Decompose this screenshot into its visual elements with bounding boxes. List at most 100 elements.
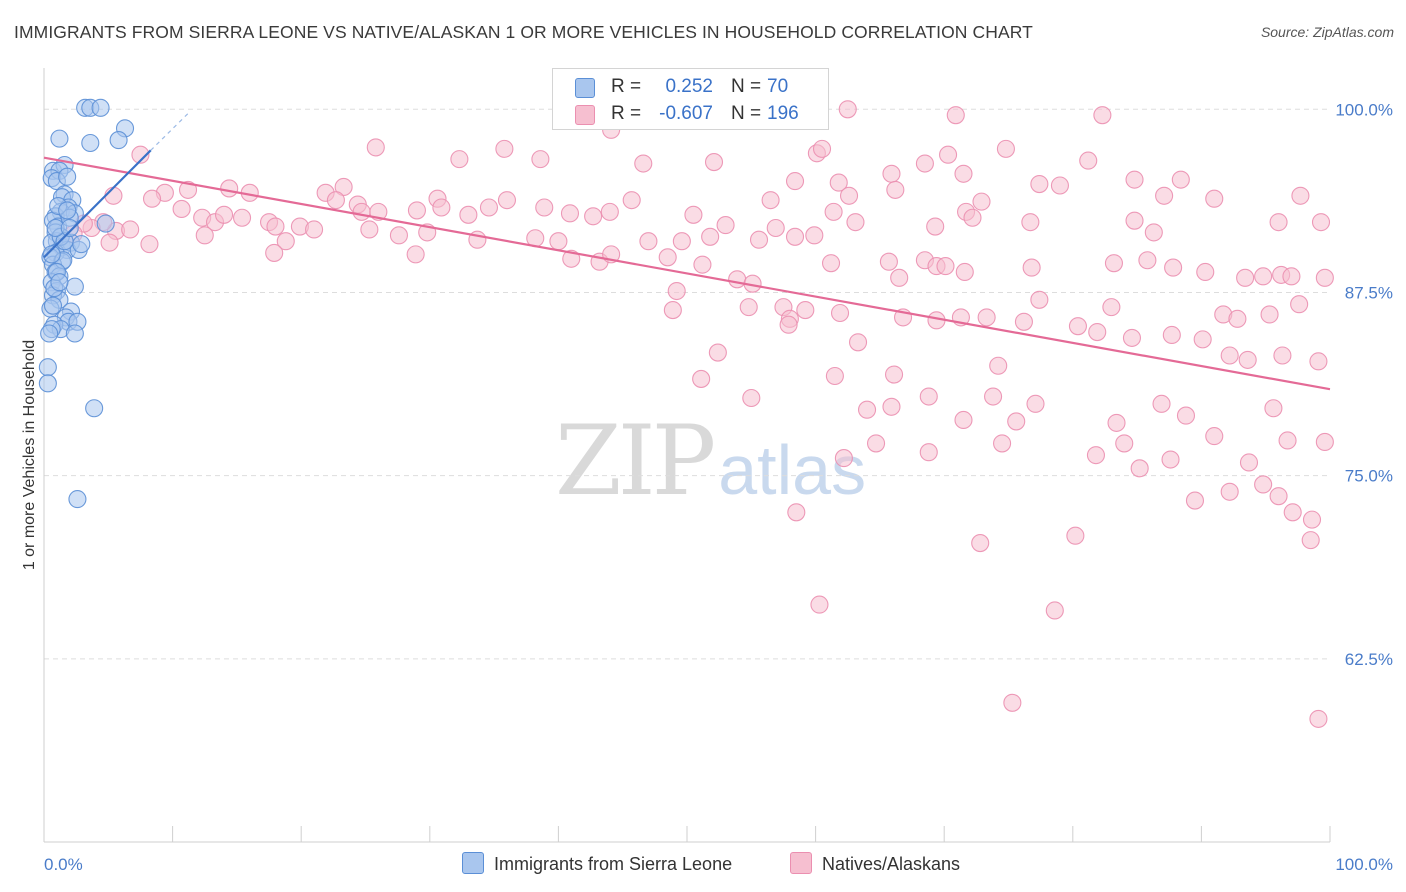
sierra-leone-point [72,235,91,254]
natives-point [866,434,886,453]
natives-point [1269,487,1288,506]
natives-point [1026,394,1045,413]
natives-point [622,191,641,210]
sierra-leone-point [65,324,84,343]
natives-point [1185,491,1205,510]
sierra-leone-point [50,273,69,292]
natives-point [497,191,517,210]
natives-point [989,356,1008,375]
natives-point [1309,352,1328,371]
natives-point [749,230,769,249]
natives-point [1066,526,1085,545]
chart-title: IMMIGRANTS FROM SIERRA LEONE VS NATIVE/A… [14,22,1033,42]
natives-point [1238,350,1257,369]
natives-point [531,150,550,169]
natives-point [140,235,159,254]
sierra-leone-point [58,167,77,186]
source-label: Source: ZipAtlas.com [1260,24,1394,40]
natives-point [389,226,408,245]
sierra-leone-point [91,98,110,117]
natives-point [1283,503,1302,522]
natives-point [360,220,379,239]
natives-point [1162,325,1181,345]
natives-point [1171,170,1190,189]
natives-point [1291,186,1310,205]
natives-point [963,208,982,227]
natives-point [1302,510,1322,529]
natives-point [495,139,514,158]
natives-point [812,139,832,158]
bottom-legend-label: Natives/Alaskans [822,854,961,874]
natives-point [667,281,686,301]
natives-point [739,298,758,317]
natives-point [838,100,857,119]
sierra-leone-point [85,399,104,418]
legend-r-value: -0.607 [659,103,713,124]
natives-point [915,154,934,173]
natives-point [787,503,806,522]
legend-r-value: 0.252 [665,76,713,97]
natives-point [1155,186,1174,205]
natives-point [779,315,798,334]
natives-point [684,205,703,224]
natives-point [100,233,119,252]
natives-point [1088,322,1107,342]
natives-point [1144,223,1163,242]
natives-point [984,387,1003,406]
sierra-leone-point [43,296,63,315]
natives-point [955,262,974,282]
sierra-leone-point [109,131,128,150]
natives-point [785,227,805,246]
natives-point [549,232,568,251]
y-tick-label: 100.0% [1335,100,1393,119]
legend-r-label: R = [611,76,642,97]
natives-point [172,199,191,219]
natives-point [121,220,140,239]
natives-point [142,189,162,208]
natives-point [830,303,850,323]
natives-point [693,255,712,274]
sierra-leone-point [60,218,79,238]
natives-point [1030,290,1049,309]
natives-point [276,232,295,251]
natives-point [1022,258,1041,277]
natives-point [996,139,1015,158]
natives-point [1236,268,1255,287]
natives-point [1290,295,1309,314]
bottom-legend-sierra-leone: Immigrants from Sierra Leone [462,852,732,875]
natives-point [692,369,711,388]
natives-point [825,366,844,386]
natives-point [584,207,603,226]
natives-point [1161,450,1180,469]
natives-point [1125,211,1144,230]
natives-point [1260,305,1279,324]
natives-point [562,249,581,268]
legend-n-label: N = [731,103,762,124]
natives-point [919,387,938,406]
natives-point [1102,298,1121,317]
natives-point [919,443,938,462]
sierra-leone-point [50,129,69,148]
natives-point [834,449,853,468]
natives-point [1050,176,1069,195]
natives-point [1193,330,1212,349]
natives-point [1079,151,1098,170]
natives-point [1205,189,1224,208]
natives-point [882,397,901,416]
natives-point [1254,475,1273,494]
natives-point [839,186,859,205]
natives-point [459,205,478,224]
x-tick-label: 0.0% [44,855,83,874]
sierra-leone-point [65,277,84,296]
natives-point [1273,346,1292,365]
legend-swatch-blue [575,78,595,98]
natives-point [1138,251,1157,270]
natives-trend-line [43,156,1331,391]
natives-point [352,202,371,221]
sierra-leone-trend-line [43,149,152,259]
natives-point [1030,174,1049,194]
natives-point [882,164,901,183]
natives-point [972,192,991,211]
natives-point [971,534,990,553]
natives-point [1205,427,1224,446]
